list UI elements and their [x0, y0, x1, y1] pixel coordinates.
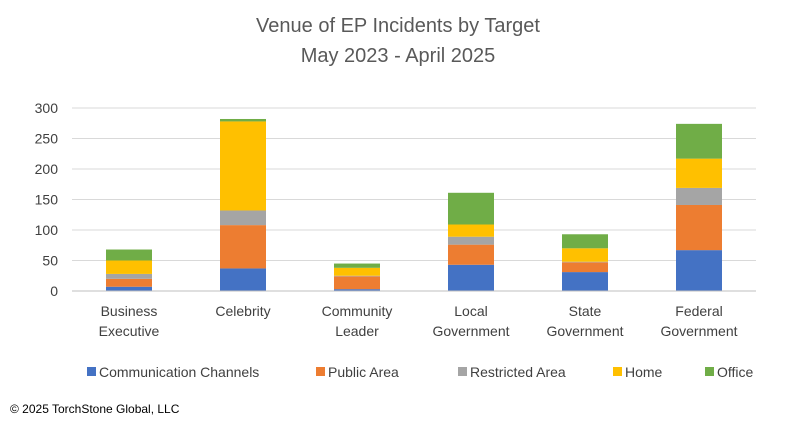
bar-segment-3-1: [448, 244, 494, 265]
x-category-label-5-1: Government: [660, 323, 737, 339]
bar-segment-0-1: [106, 278, 152, 287]
x-category-label-3-1: Government: [432, 323, 509, 339]
bar-segment-4-4: [562, 234, 608, 249]
bar-segment-4-1: [562, 262, 608, 273]
bar-segment-5-3: [676, 158, 722, 188]
x-category-label-1-0: Celebrity: [215, 303, 270, 319]
bar-segment-5-1: [676, 204, 722, 251]
x-category-label-2-1: Leader: [335, 323, 379, 339]
y-tick-label-50: 50: [42, 253, 58, 269]
y-axis-ticks: 0 50 100 150 200 250 300: [35, 100, 59, 299]
x-category-label-4-1: Government: [546, 323, 623, 339]
bars: [106, 118, 722, 291]
legend-swatch-1: [316, 367, 325, 376]
x-category-label-2-0: Community: [322, 303, 393, 319]
y-tick-label-0: 0: [50, 283, 58, 299]
legend-swatch-0: [87, 367, 96, 376]
copyright-text: © 2025 TorchStone Global, LLC: [10, 402, 180, 416]
gridlines: [72, 107, 756, 261]
legend-label-2: Restricted Area: [470, 364, 566, 380]
chart-subtitle: May 2023 - April 2025: [301, 45, 496, 67]
y-tick-label-250: 250: [35, 131, 59, 147]
bar-segment-1-2: [220, 210, 266, 226]
bar-segment-0-0: [106, 286, 152, 291]
bar-segment-2-2: [334, 275, 380, 277]
chart-title: Venue of EP Incidents by Target: [256, 15, 540, 37]
bar-segment-1-0: [220, 268, 266, 291]
bar-segment-5-0: [676, 250, 722, 291]
bar-segment-5-4: [676, 123, 722, 159]
bar-segment-5-2: [676, 187, 722, 205]
x-category-label-3-0: Local: [454, 303, 487, 319]
bar-segment-0-3: [106, 260, 152, 274]
bar-segment-2-0: [334, 289, 380, 291]
y-tick-label-200: 200: [35, 161, 59, 177]
bar-segment-0-2: [106, 273, 152, 279]
bar-segment-4-2: [562, 261, 608, 263]
bar-segment-2-1: [334, 276, 380, 290]
x-category-label-4-0: State: [569, 303, 602, 319]
legend-label-3: Home: [625, 364, 663, 380]
bar-segment-1-1: [220, 225, 266, 269]
bar-segment-4-0: [562, 272, 608, 291]
bar-segment-3-2: [448, 236, 494, 245]
legend-label-1: Public Area: [328, 364, 399, 380]
bar-segment-1-3: [220, 121, 266, 211]
legend-label-4: Office: [717, 364, 754, 380]
bar-segment-3-0: [448, 264, 494, 291]
bar-segment-3-3: [448, 224, 494, 237]
x-category-label-5-0: Federal: [675, 303, 722, 319]
legend-swatch-3: [613, 367, 622, 376]
bar-segment-3-4: [448, 192, 494, 225]
bar-segment-1-4: [220, 118, 266, 122]
x-axis-categories: Business Executive Celebrity Community Leade…: [99, 303, 738, 339]
bar-segment-0-4: [106, 249, 152, 261]
y-tick-label-300: 300: [35, 100, 59, 116]
legend-swatch-4: [705, 367, 714, 376]
legend-swatch-2: [458, 367, 467, 376]
y-tick-label-100: 100: [35, 222, 59, 238]
y-tick-label-150: 150: [35, 192, 59, 208]
bar-segment-2-3: [334, 267, 380, 276]
bar-segment-2-4: [334, 263, 380, 268]
legend-label-0: Communication Channels: [99, 364, 259, 380]
x-category-label-0-1: Executive: [99, 323, 160, 339]
legend: Communication Channels Public Area Restric…: [87, 364, 754, 380]
x-category-label-0-0: Business: [101, 303, 158, 319]
bar-segment-4-3: [562, 248, 608, 262]
